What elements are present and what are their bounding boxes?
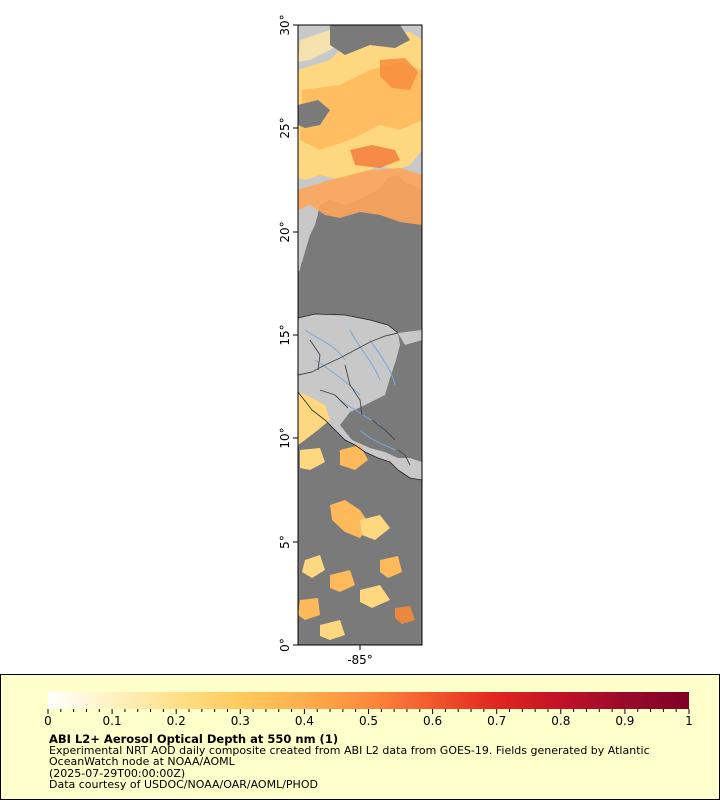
colorbar-tick-label: 0.7 [487, 714, 506, 728]
aod-north [298, 25, 422, 225]
legend-description: Experimental NRT AOD daily composite cre… [49, 744, 650, 768]
colorbar-tick-label: 0.5 [359, 714, 378, 728]
colorbar-tick-label: 0.8 [551, 714, 570, 728]
colorbar-tick-label: 0.1 [103, 714, 122, 728]
colorbar: 0 0.1 0.2 0.3 0.4 0.5 0.6 0.7 0.8 0.9 1 [44, 692, 693, 728]
colorbar-tick-label: 0.2 [167, 714, 186, 728]
lat-axis: 0° 5° 10° 15° 20° 25° 30° [278, 14, 298, 652]
land-yucatan [298, 195, 318, 268]
country-borders [298, 332, 411, 466]
colorbar-tick-label: 0.3 [231, 714, 250, 728]
colorbar-labels: 0 0.1 0.2 0.3 0.4 0.5 0.6 0.7 0.8 0.9 1 [44, 714, 693, 728]
coastline [298, 313, 422, 481]
map-figure: 0° 5° 10° 15° 20° 25° 30° -85° [278, 14, 423, 667]
aod-south [298, 392, 415, 640]
lon-tick-label: -85° [347, 653, 373, 667]
legend-time: (2025-07-29T00:00:00Z) [49, 767, 186, 780]
land-central-america-east [398, 330, 422, 345]
rivers [304, 329, 396, 451]
land-central-america [298, 314, 422, 480]
colorbar-tick-label: 0.6 [423, 714, 442, 728]
lon-axis: -85° [347, 645, 373, 667]
map-area [298, 25, 422, 645]
legend-panel: 0 0.1 0.2 0.3 0.4 0.5 0.6 0.7 0.8 0.9 1 … [0, 674, 720, 800]
colorbar-tick-label: 0 [44, 714, 52, 728]
lat-tick-label: 0° [278, 638, 292, 652]
lat-tick-label: 25° [278, 117, 292, 138]
colorbar-gradient [48, 692, 689, 709]
colorbar-tick-label: 0.4 [295, 714, 314, 728]
colorbar-ticks [47, 709, 690, 714]
legend-title: ABI L2+ Aerosol Optical Depth at 550 nm … [49, 732, 339, 746]
lat-tick-label: 10° [278, 427, 292, 448]
lat-tick-label: 15° [278, 324, 292, 345]
colorbar-tick-label: 0.9 [615, 714, 634, 728]
legend-credit: Data courtesy of USDOC/NOAA/OAR/AOML/PHO… [49, 778, 318, 791]
colorbar-tick-label: 1 [685, 714, 693, 728]
lat-tick-label: 5° [278, 535, 292, 549]
lat-tick-label: 30° [278, 14, 292, 35]
lat-tick-label: 20° [278, 221, 292, 242]
